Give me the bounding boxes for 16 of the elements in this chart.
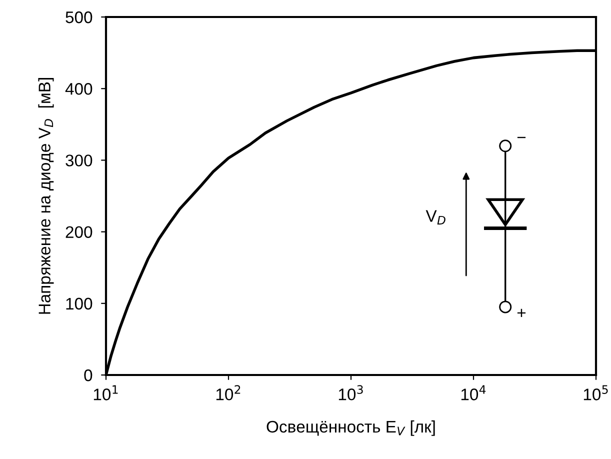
annotation: −: [517, 136, 526, 138]
y-tick-label: 200: [66, 226, 92, 238]
x-tick-label: 10$^{2}$: [216, 385, 240, 400]
x-tick-label: 10$^{5}$: [584, 385, 608, 400]
x-axis-title: Освещённость E$_{V}$ [лк]: [266, 420, 435, 436]
y-tick-label: 500: [66, 11, 92, 24]
y-axis-title: Напряжение на диоде V$_{D}$ [мВ]: [38, 78, 54, 314]
annotation: +: [517, 308, 526, 317]
y-tick-label: 0: [84, 369, 92, 382]
x-tick-label: 10$^{1}$: [94, 385, 118, 400]
x-tick-label: 10$^{4}$: [461, 385, 486, 400]
y-tick-label: 400: [65, 83, 92, 95]
annotation: V$_{D}$: [426, 210, 446, 224]
x-tick-label: 10$^{3}$: [338, 385, 363, 400]
y-tick-label: 100: [66, 298, 92, 310]
y-tick-label: 300: [66, 154, 92, 166]
